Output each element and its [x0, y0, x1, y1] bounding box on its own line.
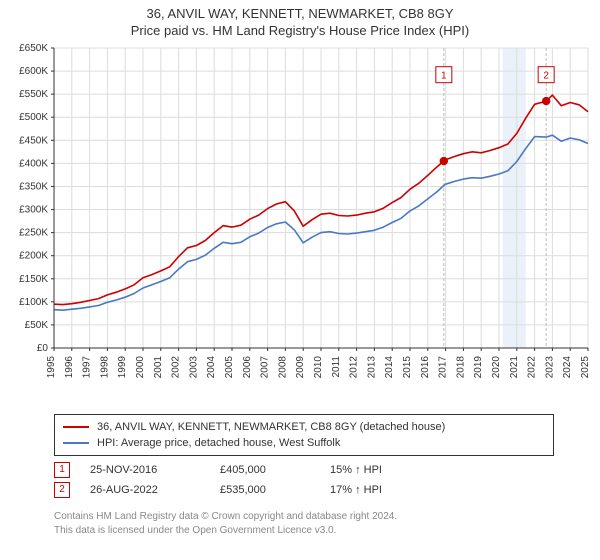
sale-price: £405,000 [220, 464, 310, 476]
svg-text:£150K: £150K [19, 274, 48, 285]
svg-text:£600K: £600K [19, 66, 48, 77]
svg-text:2005: 2005 [224, 356, 235, 379]
svg-text:2021: 2021 [509, 356, 520, 379]
svg-text:2015: 2015 [402, 356, 413, 379]
svg-text:2003: 2003 [188, 356, 199, 379]
svg-text:£0: £0 [37, 343, 49, 354]
svg-text:1999: 1999 [117, 356, 128, 379]
svg-text:1995: 1995 [46, 356, 57, 379]
svg-text:1: 1 [441, 71, 447, 82]
svg-text:2: 2 [543, 71, 549, 82]
legend-label: HPI: Average price, detached house, West… [97, 437, 340, 449]
footer-line: This data is licensed under the Open Gov… [54, 524, 574, 538]
sale-date: 26-AUG-2022 [90, 484, 200, 496]
svg-text:£250K: £250K [19, 228, 48, 239]
svg-text:£400K: £400K [19, 158, 48, 169]
svg-text:£450K: £450K [19, 135, 48, 146]
sale-date: 25-NOV-2016 [90, 464, 200, 476]
svg-text:2024: 2024 [562, 356, 573, 379]
svg-text:2017: 2017 [438, 356, 449, 379]
sale-event-row: 2 26-AUG-2022 £535,000 17% ↑ HPI [54, 480, 554, 500]
svg-text:£200K: £200K [19, 251, 48, 262]
chart-title-line1: 36, ANVIL WAY, KENNETT, NEWMARKET, CB8 8… [0, 6, 600, 21]
svg-text:2013: 2013 [366, 356, 377, 379]
chart-title-block: 36, ANVIL WAY, KENNETT, NEWMARKET, CB8 8… [0, 0, 600, 38]
svg-text:£50K: £50K [25, 320, 49, 331]
sale-pct: 17% ↑ HPI [330, 484, 430, 496]
svg-text:£100K: £100K [19, 297, 48, 308]
svg-text:2014: 2014 [384, 356, 395, 379]
sale-price: £535,000 [220, 484, 310, 496]
svg-text:2009: 2009 [295, 356, 306, 379]
legend-item: 36, ANVIL WAY, KENNETT, NEWMARKET, CB8 8… [63, 419, 545, 435]
svg-text:£550K: £550K [19, 89, 48, 100]
svg-text:2007: 2007 [260, 356, 271, 379]
sale-badge-icon: 1 [54, 462, 70, 478]
svg-text:2012: 2012 [349, 356, 360, 379]
footer-attribution: Contains HM Land Registry data © Crown c… [54, 510, 574, 537]
svg-text:2019: 2019 [473, 356, 484, 379]
svg-text:2023: 2023 [544, 356, 555, 379]
svg-text:£350K: £350K [19, 181, 48, 192]
legend-swatch [63, 426, 89, 428]
sale-event-row: 1 25-NOV-2016 £405,000 15% ↑ HPI [54, 460, 554, 480]
svg-text:1996: 1996 [64, 356, 75, 379]
svg-text:2022: 2022 [527, 356, 538, 379]
svg-text:2025: 2025 [580, 356, 591, 379]
svg-text:2002: 2002 [171, 356, 182, 379]
svg-text:2016: 2016 [420, 356, 431, 379]
legend: 36, ANVIL WAY, KENNETT, NEWMARKET, CB8 8… [54, 414, 554, 456]
footer-line: Contains HM Land Registry data © Crown c… [54, 510, 574, 524]
svg-text:£500K: £500K [19, 112, 48, 123]
svg-text:2020: 2020 [491, 356, 502, 379]
line-chart-svg: £0 £50K £100K £150K £200K £250K £300K £350K £400… [0, 44, 600, 404]
svg-text:2001: 2001 [153, 356, 164, 379]
svg-text:2008: 2008 [277, 356, 288, 379]
sale-badge-icon: 2 [54, 482, 70, 498]
svg-text:2004: 2004 [206, 356, 217, 379]
legend-label: 36, ANVIL WAY, KENNETT, NEWMARKET, CB8 8… [97, 421, 445, 433]
legend-swatch [63, 442, 89, 444]
chart-title-line2: Price paid vs. HM Land Registry's House … [0, 23, 600, 38]
svg-text:2006: 2006 [242, 356, 253, 379]
legend-item: HPI: Average price, detached house, West… [63, 435, 545, 451]
svg-text:1997: 1997 [82, 356, 93, 379]
svg-text:2011: 2011 [331, 356, 342, 378]
svg-text:£650K: £650K [19, 44, 48, 54]
sale-pct: 15% ↑ HPI [330, 464, 430, 476]
svg-text:£300K: £300K [19, 205, 48, 216]
svg-text:2010: 2010 [313, 356, 324, 379]
svg-text:2018: 2018 [455, 356, 466, 379]
svg-text:2000: 2000 [135, 356, 146, 379]
sale-events: 1 25-NOV-2016 £405,000 15% ↑ HPI 2 26-AU… [54, 460, 554, 500]
chart-area: £0 £50K £100K £150K £200K £250K £300K £350K £400… [0, 44, 600, 404]
svg-text:1998: 1998 [99, 356, 110, 379]
